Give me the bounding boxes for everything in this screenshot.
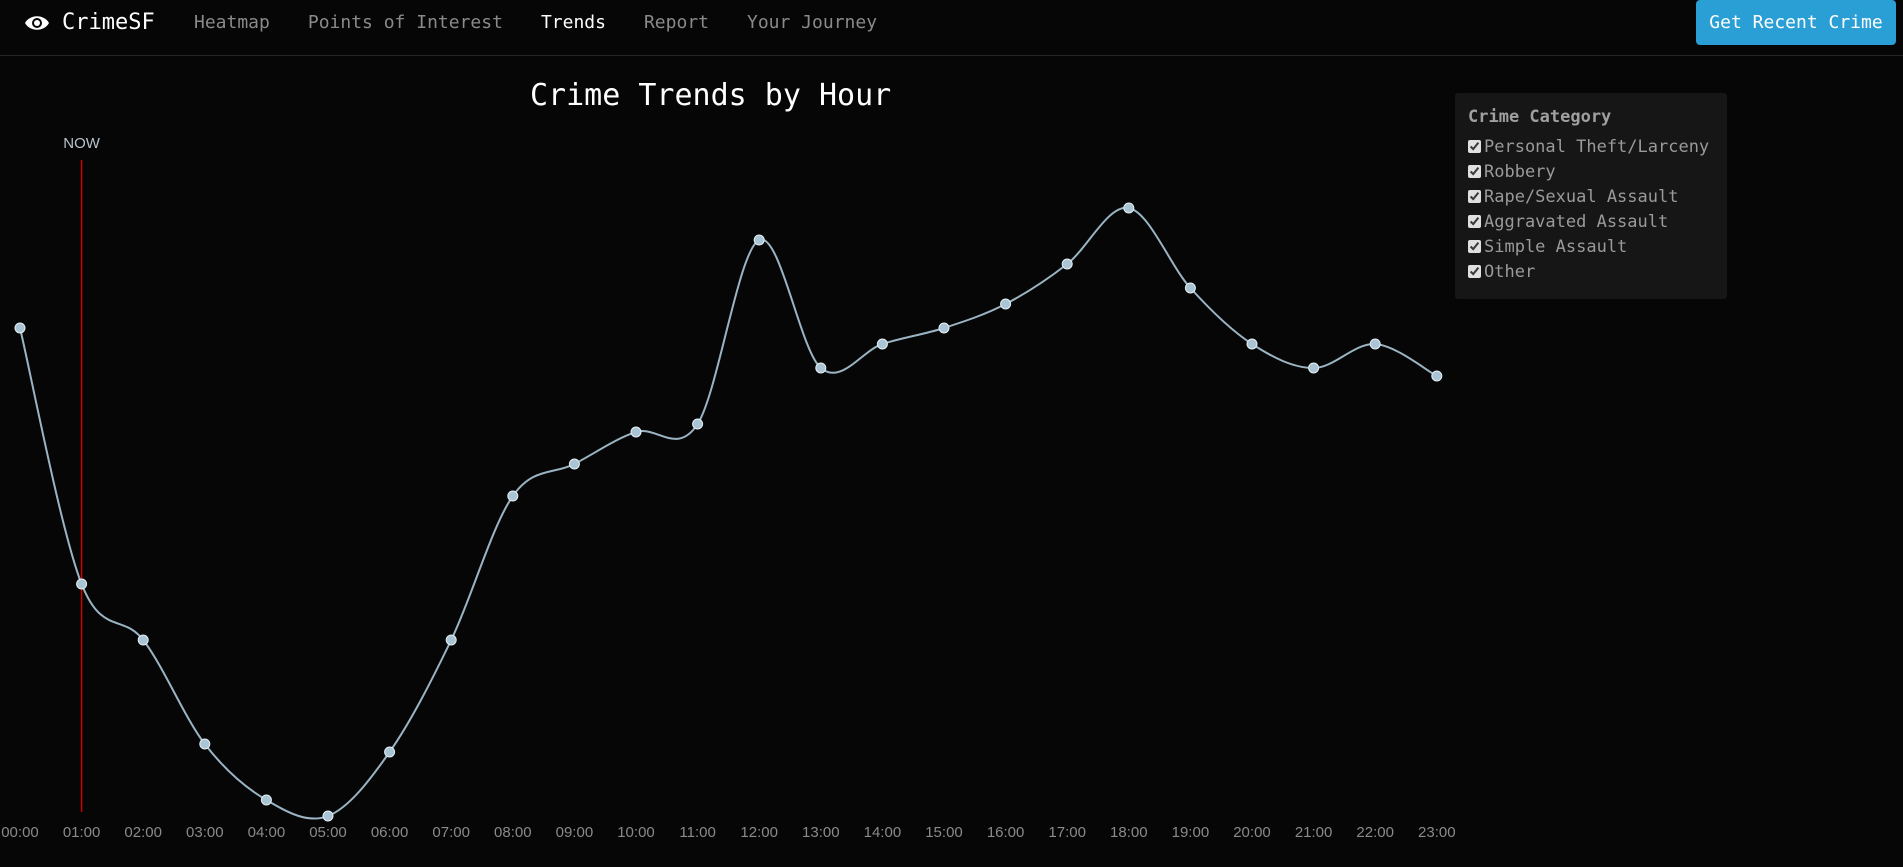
legend-title: Crime Category [1468,107,1612,127]
checkbox-robbery[interactable] [1468,165,1481,178]
data-point-1100[interactable] [692,418,704,430]
x-tick-label: 07:00 [432,824,470,841]
data-point-0900[interactable] [568,458,580,470]
x-tick-label: 11:00 [679,824,715,841]
legend-label: Other [1484,261,1536,282]
x-tick-label: 08:00 [494,824,532,841]
x-tick-label: 21:00 [1295,824,1333,841]
x-tick-label: 12:00 [740,824,778,841]
legend-label: Simple Assault [1484,236,1628,257]
x-tick-label: 17:00 [1048,824,1086,841]
legend-label: Robbery [1484,161,1556,182]
nav-links: Heatmap Points of Interest Trends Report… [194,12,915,33]
x-tick-label: 10:00 [617,824,655,841]
data-point-0600[interactable] [384,746,396,758]
data-point-0100[interactable] [76,578,88,590]
nav-link-trends[interactable]: Trends [540,12,606,33]
x-tick-label: 01:00 [63,824,101,841]
legend-item-personal-theft[interactable]: Personal Theft/Larceny [1468,134,1727,159]
nav-link-your-journey[interactable]: Your Journey [747,12,878,33]
legend-item-aggravated-assault[interactable]: Aggravated Assault [1468,209,1727,234]
trend-chart: NOW 00:00 01:00 02:00 03:00 04:00 05:00 06:00 07… [1,135,1456,841]
data-point-0700[interactable] [445,634,457,646]
series-line [19,206,1438,820]
legend-item-rape-sexual-assault[interactable]: Rape/Sexual Assault [1468,184,1727,209]
data-point-1600[interactable] [1000,298,1012,310]
data-point-0000[interactable] [14,322,26,334]
data-point-2200[interactable] [1369,338,1381,350]
checkbox-other[interactable] [1468,265,1481,278]
x-tick-label: 04:00 [248,824,286,841]
brand[interactable]: CrimeSF [24,10,155,35]
checkbox-simple-assault[interactable] [1468,240,1481,253]
x-tick-label: 18:00 [1110,824,1148,841]
x-tick-label: 06:00 [371,824,409,841]
legend-label: Rape/Sexual Assault [1484,186,1679,207]
now-marker-label: NOW [63,135,101,152]
checkbox-aggravated-assault[interactable] [1468,215,1481,228]
data-point-0300[interactable] [199,738,211,750]
data-point-1500[interactable] [938,322,950,334]
x-tick-label: 20:00 [1233,824,1271,841]
data-point-0800[interactable] [507,490,519,502]
checkbox-personal-theft[interactable] [1468,140,1481,153]
data-point-2100[interactable] [1308,362,1320,374]
legend-item-robbery[interactable]: Robbery [1468,159,1727,184]
x-tick-label: 03:00 [186,824,224,841]
data-point-1400[interactable] [876,338,888,350]
nav-link-report[interactable]: Report [643,12,709,33]
x-tick-label: 14:00 [864,824,902,841]
data-point-1700[interactable] [1061,258,1073,270]
brand-name: CrimeSF [62,10,155,35]
data-point-1800[interactable] [1123,202,1135,214]
chart-title: Crime Trends by Hour [530,78,892,113]
x-tick-label: 02:00 [124,824,162,841]
category-legend: Crime Category Personal Theft/Larceny Ro… [1455,93,1727,299]
legend-item-simple-assault[interactable]: Simple Assault [1468,234,1727,259]
x-tick-label: 19:00 [1172,824,1210,841]
x-tick-label: 16:00 [987,824,1025,841]
data-point-1300[interactable] [815,362,827,374]
data-point-1000[interactable] [630,426,642,438]
x-tick-label: 13:00 [802,824,840,841]
legend-label: Personal Theft/Larceny [1484,136,1710,157]
nav-link-heatmap[interactable]: Heatmap [194,12,270,33]
checkbox-rape-sexual-assault[interactable] [1468,190,1481,203]
data-point-0500[interactable] [322,810,334,822]
x-tick-label: 22:00 [1356,824,1394,841]
navbar: CrimeSF Heatmap Points of Interest Trend… [0,0,1903,56]
x-tick-label: 09:00 [556,824,594,841]
legend-item-other[interactable]: Other [1468,259,1727,284]
data-point-2300[interactable] [1431,370,1443,382]
x-tick-label: 05:00 [309,824,347,841]
get-recent-crime-button[interactable]: Get Recent Crime [1696,0,1896,45]
x-tick-label: 23:00 [1418,824,1456,841]
data-point-1900[interactable] [1184,282,1196,294]
nav-link-points-of-interest[interactable]: Points of Interest [307,12,503,33]
data-point-1200[interactable] [753,234,765,246]
data-point-0400[interactable] [260,794,272,806]
x-tick-label: 15:00 [925,824,963,841]
legend-label: Aggravated Assault [1484,211,1669,232]
data-point-0200[interactable] [137,634,149,646]
data-point-2000[interactable] [1246,338,1258,350]
x-tick-label: 00:00 [1,824,39,841]
eye-icon [25,15,49,30]
